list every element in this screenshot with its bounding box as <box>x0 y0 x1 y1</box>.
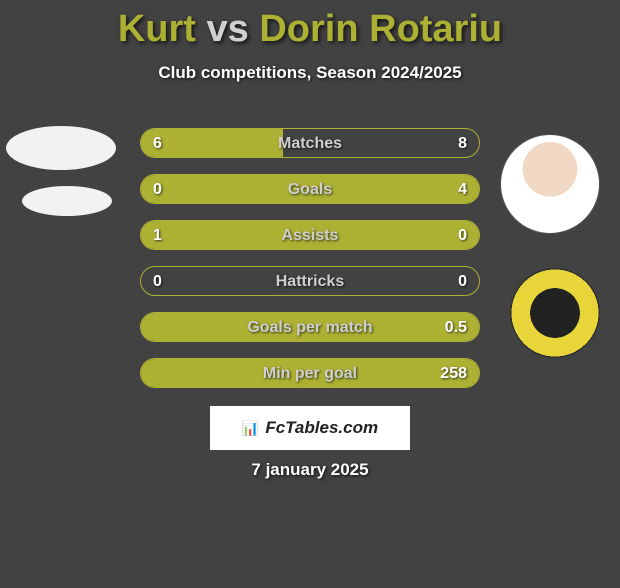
player2-name: Dorin Rotariu <box>259 8 502 50</box>
stat-val-right: 8 <box>458 129 467 158</box>
stat-row: 0 Goals 4 <box>140 174 480 204</box>
stat-val-right: 4 <box>458 175 467 204</box>
player1-avatar <box>6 126 116 170</box>
stat-val-right: 0.5 <box>445 313 467 342</box>
subtitle: Club competitions, Season 2024/2025 <box>0 63 620 83</box>
stat-row: Min per goal 258 <box>140 358 480 388</box>
footer-site-badge: 📊 FcTables.com <box>210 406 410 450</box>
player2-avatar <box>500 134 600 234</box>
stat-row: 1 Assists 0 <box>140 220 480 250</box>
footer-site-text: FcTables.com <box>265 418 378 438</box>
chart-icon: 📊 <box>242 420 259 437</box>
stat-label: Goals <box>141 175 479 204</box>
footer-date: 7 january 2025 <box>0 460 620 480</box>
stat-row: 0 Hattricks 0 <box>140 266 480 296</box>
vs-text: vs <box>207 8 249 50</box>
stat-row: Goals per match 0.5 <box>140 312 480 342</box>
player1-name: Kurt <box>118 8 196 50</box>
stat-label: Matches <box>141 129 479 158</box>
stat-val-right: 258 <box>440 359 467 388</box>
stat-val-right: 0 <box>458 267 467 296</box>
player2-club-badge <box>510 268 600 358</box>
stat-val-right: 0 <box>458 221 467 250</box>
stats-bars: 6 Matches 8 0 Goals 4 1 Assists 0 0 Hatt… <box>140 128 480 404</box>
stat-label: Hattricks <box>141 267 479 296</box>
main-title: Kurt vs Dorin Rotariu <box>0 8 620 51</box>
stat-label: Assists <box>141 221 479 250</box>
stat-label: Min per goal <box>141 359 479 388</box>
stat-label: Goals per match <box>141 313 479 342</box>
stat-row: 6 Matches 8 <box>140 128 480 158</box>
player1-club-badge <box>22 186 112 216</box>
